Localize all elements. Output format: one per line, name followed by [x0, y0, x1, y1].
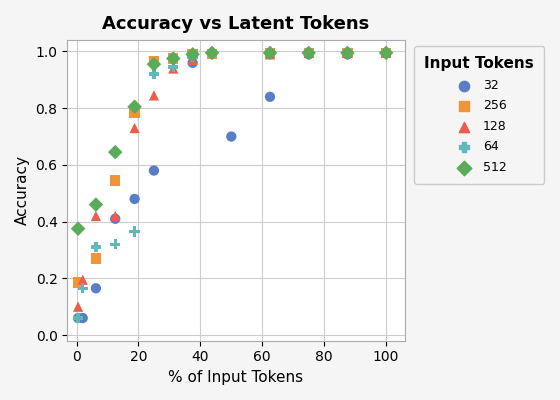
128 [188, 57, 197, 63]
256 [343, 50, 352, 56]
Y-axis label: Accuracy: Accuracy [15, 156, 30, 226]
32 [73, 315, 82, 321]
128 [78, 276, 87, 283]
32 [265, 94, 274, 100]
256 [150, 58, 158, 64]
X-axis label: % of Input Tokens: % of Input Tokens [169, 370, 304, 385]
32 [91, 285, 100, 292]
256 [304, 50, 313, 56]
64 [91, 244, 100, 250]
32 [381, 50, 390, 56]
512 [304, 50, 313, 56]
128 [130, 125, 139, 131]
Title: Accuracy vs Latent Tokens: Accuracy vs Latent Tokens [102, 15, 370, 33]
32 [130, 196, 139, 202]
512 [188, 51, 197, 58]
64 [304, 50, 313, 56]
64 [73, 315, 82, 321]
128 [381, 50, 390, 56]
32 [78, 315, 87, 321]
64 [381, 50, 390, 56]
128 [343, 50, 352, 56]
32 [227, 133, 236, 140]
128 [73, 304, 82, 310]
256 [73, 279, 82, 286]
256 [169, 55, 178, 62]
128 [265, 51, 274, 58]
256 [208, 51, 217, 58]
256 [130, 109, 139, 116]
Legend: 32, 256, 128, 64, 512: 32, 256, 128, 64, 512 [414, 46, 544, 184]
64 [169, 64, 178, 70]
256 [91, 255, 100, 262]
32 [111, 216, 120, 222]
64 [78, 285, 87, 292]
64 [265, 51, 274, 58]
128 [150, 92, 158, 99]
512 [208, 50, 217, 56]
256 [188, 51, 197, 58]
512 [343, 50, 352, 56]
128 [91, 213, 100, 219]
512 [169, 55, 178, 62]
128 [304, 50, 313, 56]
256 [111, 177, 120, 184]
32 [304, 51, 313, 58]
64 [188, 54, 197, 60]
256 [265, 50, 274, 56]
64 [111, 241, 120, 248]
32 [188, 60, 197, 66]
512 [150, 61, 158, 68]
128 [169, 65, 178, 72]
512 [111, 149, 120, 155]
512 [130, 104, 139, 110]
64 [150, 71, 158, 77]
32 [150, 167, 158, 174]
512 [91, 201, 100, 208]
256 [381, 50, 390, 56]
128 [111, 213, 120, 219]
64 [343, 50, 352, 56]
64 [130, 228, 139, 235]
32 [343, 51, 352, 58]
512 [73, 226, 82, 232]
512 [381, 50, 390, 56]
512 [265, 50, 274, 56]
